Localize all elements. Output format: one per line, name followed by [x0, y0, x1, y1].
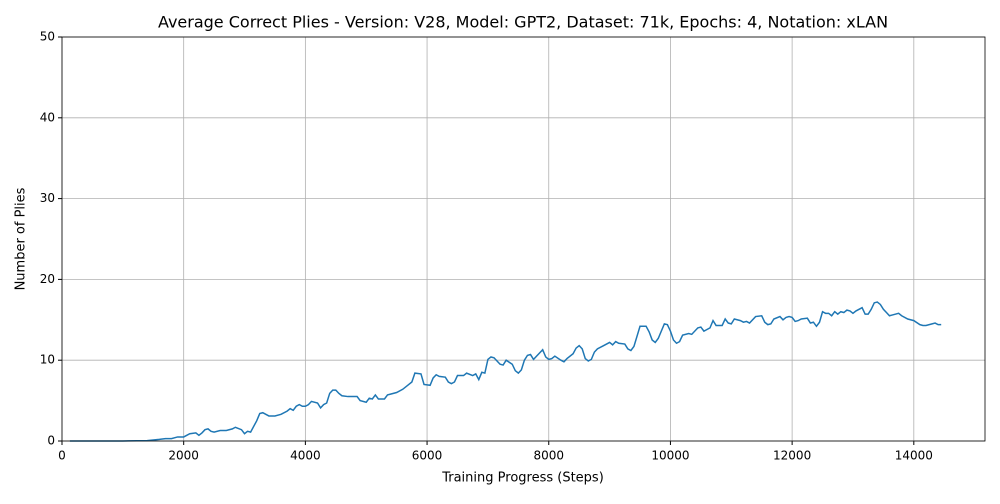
x-tick-label: 6000	[412, 449, 443, 463]
x-tick-label: 8000	[533, 449, 564, 463]
y-tick-label: 0	[47, 434, 55, 448]
x-tick-label: 12000	[773, 449, 811, 463]
y-tick-label: 20	[40, 272, 55, 286]
x-tick-label: 10000	[651, 449, 689, 463]
y-tick-label: 50	[40, 30, 55, 44]
y-tick-label: 10	[40, 353, 55, 367]
x-tick-label: 14000	[895, 449, 933, 463]
y-tick-label: 30	[40, 191, 55, 205]
x-tick-label: 2000	[168, 449, 199, 463]
chart-title: Average Correct Plies - Version: V28, Mo…	[158, 13, 888, 32]
x-tick-label: 0	[58, 449, 66, 463]
x-tick-label: 4000	[290, 449, 321, 463]
x-axis-label: Training Progress (Steps)	[441, 471, 604, 486]
y-axis-label: Number of Plies	[14, 187, 29, 290]
plot-frame	[61, 36, 986, 442]
y-tick-label: 40	[40, 110, 55, 124]
line-series	[69, 301, 942, 442]
